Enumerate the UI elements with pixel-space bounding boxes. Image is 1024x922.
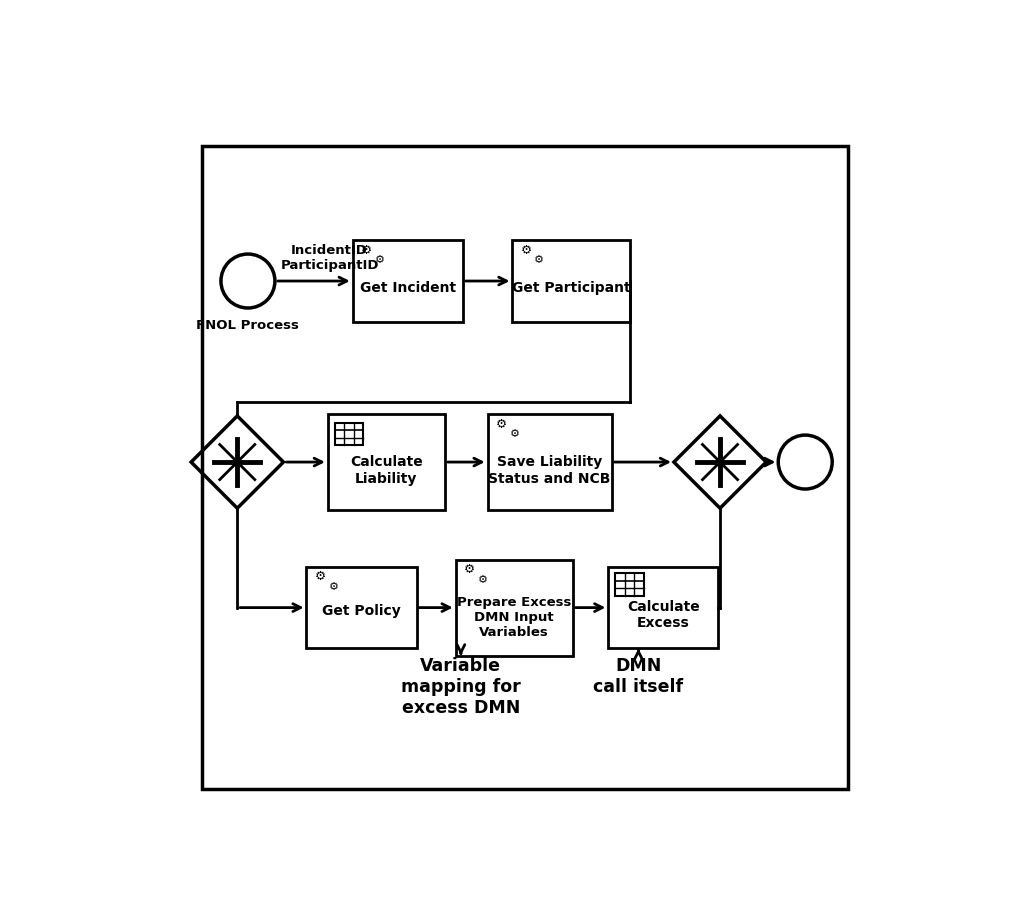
Bar	[608, 567, 718, 648]
Circle shape	[778, 435, 833, 489]
Text: Calculate
Liability: Calculate Liability	[350, 455, 423, 486]
Text: Get Incident: Get Incident	[359, 281, 456, 295]
Text: ⚙: ⚙	[375, 255, 385, 266]
Text: ⚙: ⚙	[329, 582, 339, 592]
Text: Get Participant: Get Participant	[512, 281, 630, 295]
Bar	[328, 414, 445, 510]
Circle shape	[221, 254, 274, 308]
Bar	[512, 241, 630, 322]
Bar	[487, 414, 611, 510]
Text: Save Liability
Status and NCB: Save Liability Status and NCB	[488, 455, 611, 486]
Text: Calculate
Excess: Calculate Excess	[627, 599, 699, 630]
Text: IncidentID
ParticipantID: IncidentID ParticipantID	[281, 244, 379, 272]
Text: ⚙: ⚙	[510, 429, 519, 439]
Text: ⚙: ⚙	[464, 563, 475, 576]
Polygon shape	[674, 416, 766, 508]
Bar	[456, 560, 572, 656]
Bar	[335, 422, 364, 445]
Text: ⚙: ⚙	[521, 243, 532, 256]
Text: FNOL Process: FNOL Process	[197, 319, 299, 332]
Text: ⚙: ⚙	[315, 570, 327, 584]
Bar	[615, 573, 644, 596]
Text: ⚙: ⚙	[361, 243, 373, 256]
Text: DMN
call itself: DMN call itself	[593, 657, 683, 696]
Text: ⚙: ⚙	[535, 255, 545, 266]
Bar	[306, 567, 417, 648]
Text: Get Policy: Get Policy	[323, 604, 400, 618]
Bar	[352, 241, 463, 322]
Text: ⚙: ⚙	[496, 418, 507, 431]
Polygon shape	[191, 416, 284, 508]
Text: ⚙: ⚙	[477, 574, 487, 585]
Text: Prepare Excess
DMN Input
Variables: Prepare Excess DMN Input Variables	[457, 596, 571, 639]
Text: Variable
mapping for
excess DMN: Variable mapping for excess DMN	[401, 657, 521, 717]
